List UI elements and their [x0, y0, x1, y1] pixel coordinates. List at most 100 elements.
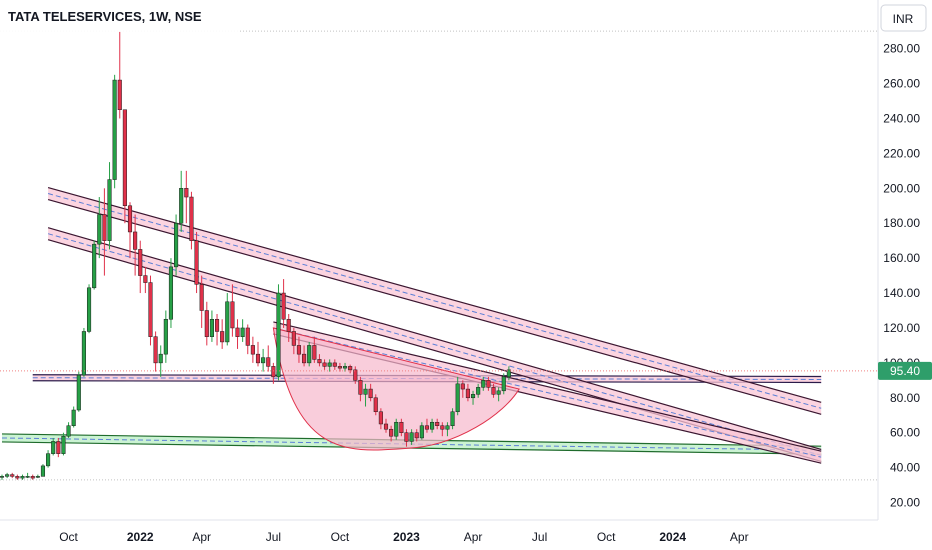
candle-body	[225, 301, 230, 343]
candle-body	[209, 318, 214, 337]
candle-body	[220, 331, 225, 343]
candle-body	[383, 423, 389, 430]
x-tick-label: Oct	[331, 530, 350, 544]
candlesticks	[0, 31, 511, 480]
x-tick-label: Oct	[597, 530, 616, 544]
candle-body	[276, 292, 281, 378]
currency-button[interactable]: INR	[880, 4, 927, 32]
candle-body	[204, 310, 209, 337]
candle-body	[476, 387, 481, 395]
chart-title: TATA TELESERVICES, 1W, NSE	[8, 9, 202, 24]
candle-body	[424, 425, 430, 430]
candle-body	[491, 387, 496, 395]
candle-body	[455, 383, 460, 413]
candle-body	[404, 432, 409, 442]
candle-body	[450, 411, 455, 426]
candle-body	[414, 432, 419, 439]
candle-body	[409, 432, 414, 442]
y-tick-label: 20.00	[890, 496, 920, 510]
y-tick-label: 260.00	[883, 77, 920, 91]
candle-body	[133, 231, 138, 250]
price-axis[interactable]	[878, 0, 932, 520]
x-axis-ticks: Oct 2022 Apr Jul Oct 2023 Apr Jul Oct 2024 Apr	[59, 530, 748, 544]
candle-body	[353, 369, 358, 381]
candle-body	[358, 380, 363, 395]
y-tick-label: 80.00	[890, 391, 920, 405]
candle-body	[66, 425, 71, 437]
candle-body	[399, 421, 404, 433]
candle-body	[378, 411, 383, 425]
lower-channel-midline	[47, 233, 822, 456]
candle-body	[92, 243, 97, 289]
inner-channel-midline	[273, 327, 822, 458]
candle-body	[76, 374, 81, 411]
x-tick-label: Oct	[59, 530, 78, 544]
candle-body	[148, 282, 153, 337]
x-tick-label: Apr	[192, 530, 211, 544]
x-tick-label: Apr	[730, 530, 749, 544]
candle-body	[419, 425, 424, 439]
candle-body	[348, 366, 353, 371]
candle-body	[302, 353, 307, 364]
candle-body	[460, 383, 465, 390]
candle-body	[506, 369, 511, 378]
last-price-label: 95.40	[890, 364, 920, 378]
candle-body	[368, 388, 373, 399]
candle-body	[112, 79, 117, 180]
candle-body	[25, 476, 30, 478]
candle-body	[255, 353, 261, 364]
candle-body	[214, 318, 220, 332]
dotted-levels	[0, 30, 878, 481]
candle-body	[46, 453, 51, 467]
last-price-badge: 95.40	[878, 361, 932, 380]
candle-body	[266, 357, 271, 367]
y-tick-label: 180.00	[883, 216, 920, 230]
y-tick-label: 240.00	[883, 111, 920, 125]
candle-body	[486, 380, 491, 388]
candle-body	[184, 188, 189, 198]
candle-body	[235, 327, 240, 337]
candle-body	[327, 362, 332, 367]
candle-body	[470, 394, 476, 399]
candle-body	[332, 362, 337, 367]
candle-body	[107, 179, 112, 241]
candle-body	[158, 353, 163, 364]
candle-body	[10, 474, 15, 477]
candle-body	[97, 214, 102, 245]
candle-body	[51, 441, 56, 454]
x-tick-label: Apr	[464, 530, 483, 544]
candle-body	[481, 380, 486, 388]
candle-body	[40, 465, 46, 477]
candle-body	[465, 388, 470, 399]
inner-channel-edge-top	[273, 321, 822, 452]
candle-body	[143, 275, 148, 283]
cup-shape	[272, 327, 520, 451]
y-tick-label: 40.00	[890, 461, 920, 475]
candle-body	[0, 476, 5, 478]
y-tick-label: 220.00	[883, 146, 920, 160]
y-axis-ticks: 20.0040.0060.0080.00100.00120.00140.0016…	[883, 7, 920, 510]
candle-body	[30, 476, 35, 479]
candle-body	[240, 327, 245, 337]
candle-body	[445, 425, 450, 430]
cup-pattern	[272, 327, 520, 451]
candle-body	[5, 474, 10, 477]
candle-body	[281, 292, 286, 320]
candle-body	[122, 109, 127, 207]
candle-body	[61, 435, 66, 454]
candle-body	[286, 318, 291, 332]
candle-body	[153, 336, 158, 364]
candle-body	[363, 388, 368, 395]
candle-body	[102, 214, 107, 241]
candle-body	[163, 318, 168, 355]
upper-channel-midline	[47, 193, 822, 409]
candle-body	[168, 266, 174, 320]
candle-body	[296, 345, 302, 355]
candle-body	[245, 327, 250, 346]
candle-body	[20, 476, 25, 479]
candle-body	[194, 240, 199, 285]
candle-body	[127, 205, 133, 233]
x-tick-label: 2024	[659, 530, 686, 544]
title-background	[0, 0, 240, 32]
